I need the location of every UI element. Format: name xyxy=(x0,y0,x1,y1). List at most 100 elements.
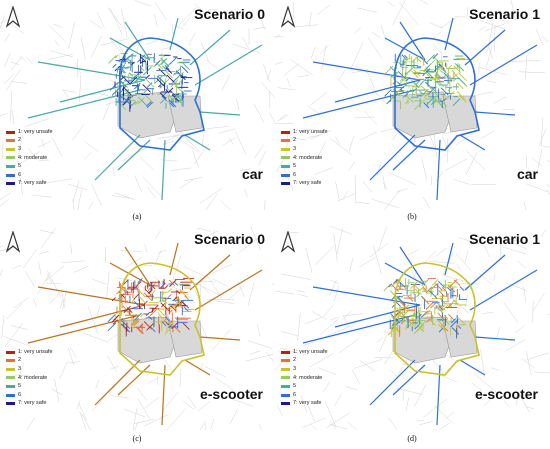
road-spoke xyxy=(194,269,263,311)
road-segment xyxy=(159,92,167,99)
background-street xyxy=(539,145,550,148)
background-street xyxy=(496,326,500,341)
road-segment xyxy=(443,315,449,320)
road-segment xyxy=(413,283,421,292)
background-street xyxy=(211,329,231,351)
background-street xyxy=(45,265,65,282)
road-segment xyxy=(421,278,430,287)
road-segment xyxy=(166,74,175,83)
legend-item: 4: moderate xyxy=(281,154,328,163)
road-segment xyxy=(428,86,434,92)
road-segment xyxy=(164,326,173,335)
background-street xyxy=(72,124,85,141)
background-street xyxy=(1,315,5,339)
background-street xyxy=(205,59,219,69)
road-segment xyxy=(443,72,451,80)
background-street xyxy=(478,26,486,32)
background-street xyxy=(319,44,330,55)
background-street xyxy=(24,118,50,128)
background-street xyxy=(338,69,346,81)
road-segment xyxy=(386,99,392,105)
background-street xyxy=(300,395,308,413)
ring-road xyxy=(119,37,205,151)
background-street xyxy=(475,428,477,430)
background-street xyxy=(90,20,103,30)
road-segment xyxy=(133,75,142,84)
background-street xyxy=(256,324,261,336)
road-segment xyxy=(130,76,138,84)
background-street xyxy=(179,179,194,189)
background-street xyxy=(534,371,550,374)
road-spoke xyxy=(184,134,211,151)
background-street xyxy=(136,387,148,401)
background-street xyxy=(311,311,327,320)
background-street xyxy=(80,37,86,60)
background-street xyxy=(354,174,357,205)
background-street xyxy=(284,231,299,234)
road-segment xyxy=(440,87,449,96)
background-street xyxy=(54,379,60,403)
legend-swatch xyxy=(281,182,290,186)
road-segment xyxy=(438,98,448,108)
road-segment xyxy=(426,54,435,63)
background-street xyxy=(533,292,545,311)
background-street xyxy=(196,227,212,232)
background-street xyxy=(280,348,307,356)
background-street xyxy=(62,89,69,97)
road-segment xyxy=(449,279,458,287)
road-segment xyxy=(149,326,156,333)
background-street xyxy=(47,274,52,284)
background-street xyxy=(91,394,107,412)
background-street xyxy=(433,405,454,424)
road-segment xyxy=(450,318,456,324)
road-segment xyxy=(442,69,447,74)
background-street xyxy=(228,137,234,145)
road-segment xyxy=(414,324,420,330)
background-street xyxy=(207,8,218,11)
legend-label: 5 xyxy=(293,163,297,170)
background-street xyxy=(304,317,322,325)
road-segment xyxy=(427,98,433,104)
road-segment xyxy=(399,300,408,310)
background-street xyxy=(76,400,81,410)
background-street xyxy=(61,89,77,93)
road-segment xyxy=(442,97,447,102)
road-spoke xyxy=(189,254,231,291)
background-street xyxy=(205,193,218,210)
road-segment xyxy=(142,300,148,306)
legend-swatch xyxy=(6,165,15,169)
road-segment xyxy=(419,81,424,86)
background-street xyxy=(67,361,81,364)
road-segment xyxy=(134,82,141,90)
road-segment xyxy=(146,101,152,107)
background-street xyxy=(336,193,356,202)
background-street xyxy=(107,7,124,29)
background-street xyxy=(139,156,154,171)
background-street xyxy=(199,423,204,430)
road-segment xyxy=(410,280,420,290)
road-segment xyxy=(430,283,438,290)
background-street xyxy=(297,293,308,298)
road-segment xyxy=(122,96,132,106)
background-street xyxy=(335,181,340,200)
background-street xyxy=(172,24,174,36)
background-street xyxy=(479,20,506,30)
road-segment xyxy=(426,77,432,84)
road-segment xyxy=(121,64,126,69)
background-street xyxy=(336,228,343,255)
background-street xyxy=(314,244,336,266)
background-street xyxy=(253,144,264,159)
safety-legend: 1: very unsafe 2 3 4: moderate 5 6 7: very saf… xyxy=(6,348,53,408)
background-street xyxy=(480,349,485,378)
background-street xyxy=(323,304,334,318)
background-street xyxy=(438,422,451,430)
background-street xyxy=(287,78,291,87)
background-street xyxy=(506,283,528,291)
district-block xyxy=(442,95,478,133)
background-street xyxy=(144,244,148,253)
background-street xyxy=(433,44,442,54)
road-segment xyxy=(164,285,169,289)
background-street xyxy=(278,113,287,121)
road-segment xyxy=(427,86,436,95)
road-segment xyxy=(167,288,172,293)
